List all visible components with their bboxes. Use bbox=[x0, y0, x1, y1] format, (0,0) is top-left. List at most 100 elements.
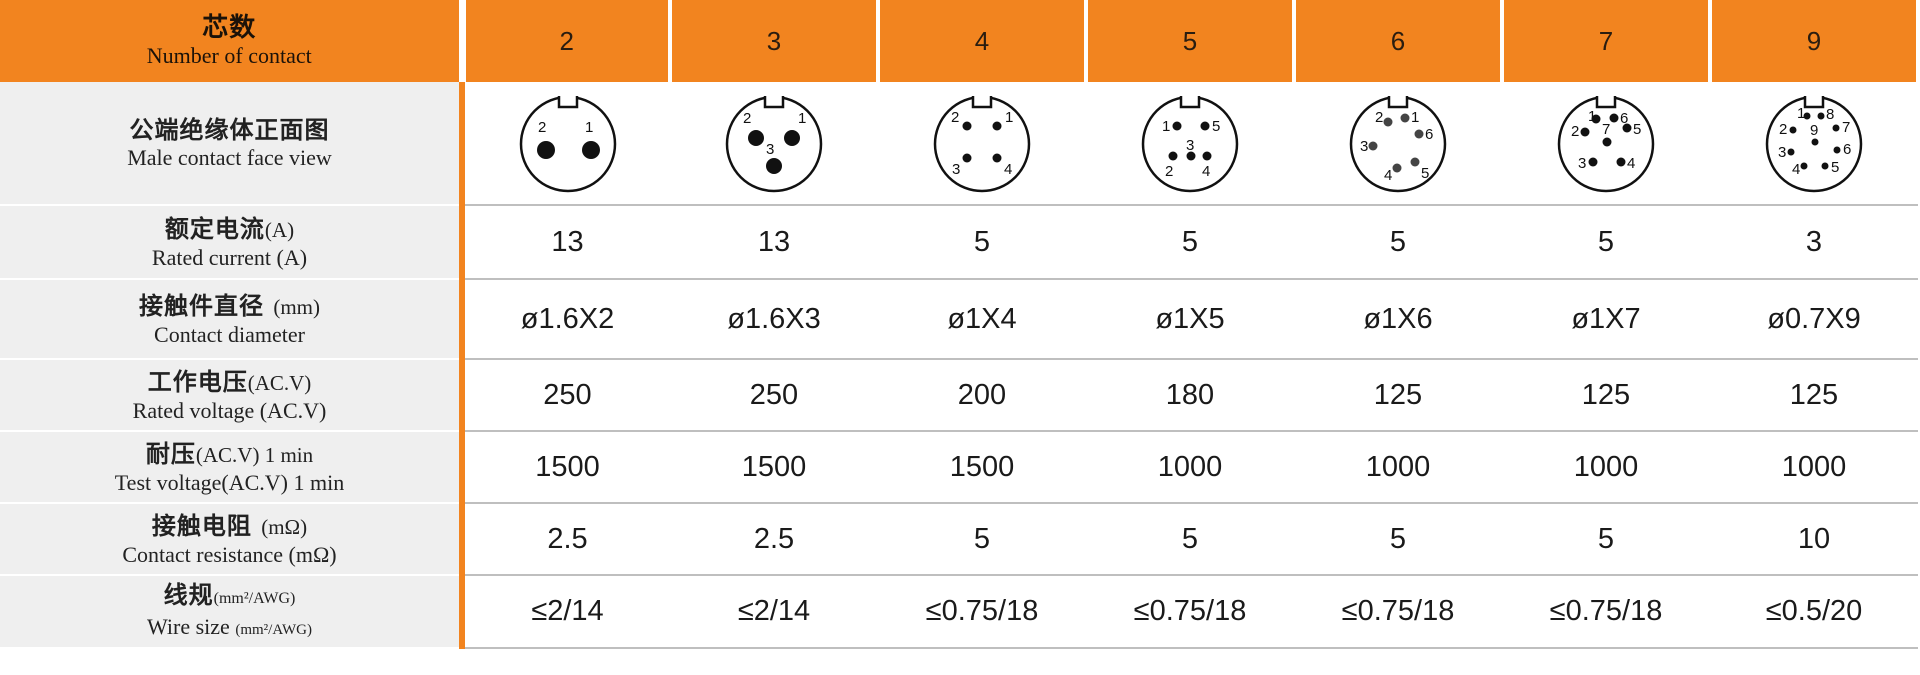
pin-number: 2 bbox=[1375, 109, 1383, 126]
table-cell: 180 bbox=[1086, 359, 1294, 432]
pin-number: 3 bbox=[1578, 155, 1586, 172]
face-view-label-zh: 公端绝缘体正面图 bbox=[129, 116, 330, 144]
header-col-9: 9 bbox=[1708, 0, 1920, 82]
rated-current-label-zh: 额定电流 bbox=[164, 214, 265, 243]
table-cell: 1000 bbox=[1710, 431, 1918, 504]
pin-layout-5-icon: 1 5 2 3 4 bbox=[1141, 91, 1239, 193]
wire-size-label-zh: 线规 bbox=[163, 581, 214, 609]
pin-number: 1 bbox=[1411, 109, 1419, 126]
header-col-7: 7 bbox=[1500, 0, 1712, 82]
pin-layout-9-icon: 1 2 3 4 5 6 7 8 9 bbox=[1765, 91, 1863, 193]
rated-current-label-cell: 额定电流(A) Rated current (A) bbox=[0, 205, 465, 280]
pin-dot bbox=[1800, 162, 1808, 170]
rated-voltage-label-zh: 工作电压 bbox=[147, 367, 248, 396]
table-cell: 1000 bbox=[1086, 431, 1294, 504]
table-cell: ø1X7 bbox=[1502, 279, 1710, 360]
face-view-6: 1 2 3 4 5 6 bbox=[1294, 82, 1502, 206]
pin-number: 6 bbox=[1620, 110, 1628, 127]
pin-dot bbox=[1168, 151, 1178, 161]
pin-dot bbox=[1811, 138, 1819, 146]
pin-dot bbox=[1602, 137, 1612, 147]
pin-dot bbox=[581, 141, 600, 159]
pin-number: 1 bbox=[585, 119, 593, 136]
pin-number: 2 bbox=[1165, 163, 1173, 180]
wire-size-row: 线规(mm²/AWG) Wire size (mm²/AWG) ≤2/14 ≤2… bbox=[0, 575, 1918, 649]
pin-dot bbox=[1591, 114, 1601, 124]
header-label-cell: 芯数 Number of contact bbox=[0, 0, 466, 82]
wire-size-label-en: Wire size bbox=[147, 614, 230, 639]
table-cell: 125 bbox=[1710, 359, 1918, 432]
face-view-5: 1 5 2 3 4 bbox=[1086, 82, 1294, 206]
face-view-label-cell: 公端绝缘体正面图 Male contact face view bbox=[0, 82, 465, 206]
pin-number: 2 bbox=[1571, 123, 1579, 140]
pin-dot bbox=[1200, 121, 1210, 131]
pin-dot bbox=[536, 141, 555, 159]
pin-number: 1 bbox=[1162, 118, 1170, 135]
table-cell: 250 bbox=[462, 359, 670, 432]
pin-dot bbox=[1789, 126, 1797, 134]
pin-number: 7 bbox=[1602, 121, 1610, 138]
pin-dot bbox=[962, 153, 972, 163]
table-cell: ≤0.5/20 bbox=[1710, 575, 1918, 649]
pin-dot bbox=[766, 158, 782, 174]
table-cell: ø0.7X9 bbox=[1710, 279, 1918, 360]
table-cell: 1000 bbox=[1294, 431, 1502, 504]
test-voltage-unit-zh: (AC.V) 1 min bbox=[195, 442, 314, 467]
pin-dot bbox=[1383, 117, 1393, 127]
pin-dot bbox=[1832, 124, 1840, 132]
table-cell: 1500 bbox=[670, 431, 878, 504]
rated-voltage-row: 工作电压(AC.V) Rated voltage (AC.V) 250 250 … bbox=[0, 359, 1918, 432]
pin-dot bbox=[1414, 129, 1424, 139]
pin-dot bbox=[1821, 162, 1829, 170]
pin-number: 4 bbox=[1627, 155, 1635, 172]
contact-diameter-label-en: Contact diameter bbox=[154, 321, 305, 347]
contact-diameter-label-cell: 接触件直径 (mm) Contact diameter bbox=[0, 279, 465, 360]
table-cell: 125 bbox=[1294, 359, 1502, 432]
header-col-5: 5 bbox=[1084, 0, 1296, 82]
pin-dot bbox=[1400, 113, 1410, 123]
header-col-2: 2 bbox=[460, 0, 672, 82]
pin-number: 2 bbox=[538, 119, 546, 136]
pin-layout-6-icon: 1 2 3 4 5 6 bbox=[1349, 91, 1447, 193]
pin-number: 4 bbox=[1202, 163, 1210, 180]
pin-number: 1 bbox=[1005, 109, 1013, 126]
pin-layout-2-icon: 2 1 bbox=[519, 91, 616, 193]
pin-dot bbox=[784, 130, 800, 146]
pin-number: 4 bbox=[1004, 161, 1012, 178]
pin-dot bbox=[962, 121, 972, 131]
table-cell: ø1.6X2 bbox=[462, 279, 670, 360]
header-col-6: 6 bbox=[1292, 0, 1504, 82]
pin-dot bbox=[1588, 157, 1598, 167]
pin-dot bbox=[1580, 127, 1590, 137]
table-cell: 10 bbox=[1710, 503, 1918, 576]
table-cell: ≤0.75/18 bbox=[1502, 575, 1710, 649]
pin-number: 1 bbox=[798, 110, 806, 127]
pin-dot bbox=[1787, 148, 1795, 156]
pin-dot bbox=[748, 130, 764, 146]
contact-diameter-label-zh: 接触件直径 bbox=[138, 291, 264, 320]
contact-diameter-unit-zh: (mm) bbox=[273, 294, 320, 319]
table-cell: 1000 bbox=[1502, 431, 1710, 504]
pin-number: 1 bbox=[1588, 108, 1596, 125]
pin-number: 6 bbox=[1425, 126, 1433, 143]
face-view-2: 2 1 bbox=[462, 82, 670, 206]
face-view-4: 2 1 3 4 bbox=[878, 82, 1086, 206]
table-cell: 3 bbox=[1710, 205, 1918, 280]
pin-dot bbox=[1392, 163, 1402, 173]
header-col-3: 3 bbox=[668, 0, 880, 82]
face-view-row: 公端绝缘体正面图 Male contact face view 2 1 bbox=[0, 82, 1918, 206]
table-cell: ø1X5 bbox=[1086, 279, 1294, 360]
table-cell: 2.5 bbox=[462, 503, 670, 576]
test-voltage-label-cell: 耐压(AC.V) 1 min Test voltage(AC.V) 1 min bbox=[0, 431, 465, 504]
table-cell: 5 bbox=[1086, 503, 1294, 576]
pin-number: 2 bbox=[951, 109, 959, 126]
table-cell: ø1X4 bbox=[878, 279, 1086, 360]
header-row: 芯数 Number of contact 2 3 4 5 6 7 9 bbox=[0, 0, 1920, 82]
header-label-en: Number of contact bbox=[146, 43, 312, 68]
pin-number: 3 bbox=[1186, 137, 1194, 154]
table-cell: ø1.6X3 bbox=[670, 279, 878, 360]
pin-number: 7 bbox=[1842, 119, 1850, 136]
pin-dot bbox=[992, 153, 1002, 163]
pin-number: 8 bbox=[1826, 106, 1834, 123]
